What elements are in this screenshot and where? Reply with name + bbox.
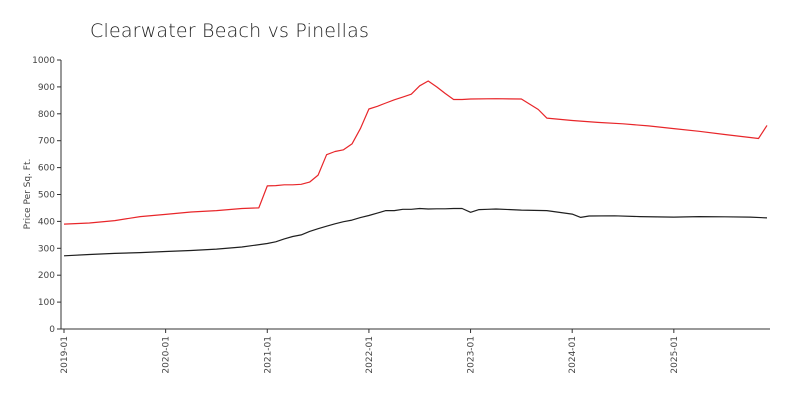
series-line-1: [63, 80, 768, 225]
x-tick-label: 2020-01: [162, 336, 172, 374]
y-tick-label: 300: [38, 244, 55, 254]
y-tick-label: 800: [38, 110, 55, 120]
y-axis-ticks: 0 100 200 300 400 500 600 700 800 900 1000: [32, 56, 61, 335]
y-tick-label: 900: [38, 83, 55, 93]
y-tick-label: 700: [38, 137, 55, 147]
y-tick-label: 0: [49, 325, 55, 335]
chart-title: Clearwater Beach vs Pinellas: [90, 20, 370, 42]
x-tick-label: 2025-01: [670, 336, 680, 374]
x-tick-label: 2019-01: [60, 336, 70, 374]
y-tick-label: 600: [38, 164, 55, 174]
x-tick-label: 2023-01: [467, 336, 477, 374]
x-axis-ticks: 2019-01 2020-01 2021-01 2022-01 2023-01 2024-…: [60, 329, 680, 374]
y-tick-label: 200: [38, 271, 55, 281]
y-tick-label: 100: [38, 298, 55, 308]
y-tick-label: 400: [38, 217, 55, 227]
series-line-2: [63, 207, 768, 257]
y-tick-label: 500: [38, 191, 55, 201]
x-tick-label: 2024-01: [568, 336, 578, 374]
y-tick-label: 1000: [32, 56, 55, 66]
y-axis-label: Price Per Sq. Ft.: [23, 159, 33, 230]
series-group: [63, 80, 768, 257]
x-tick-label: 2021-01: [263, 336, 273, 374]
x-tick-label: 2022-01: [365, 336, 375, 374]
